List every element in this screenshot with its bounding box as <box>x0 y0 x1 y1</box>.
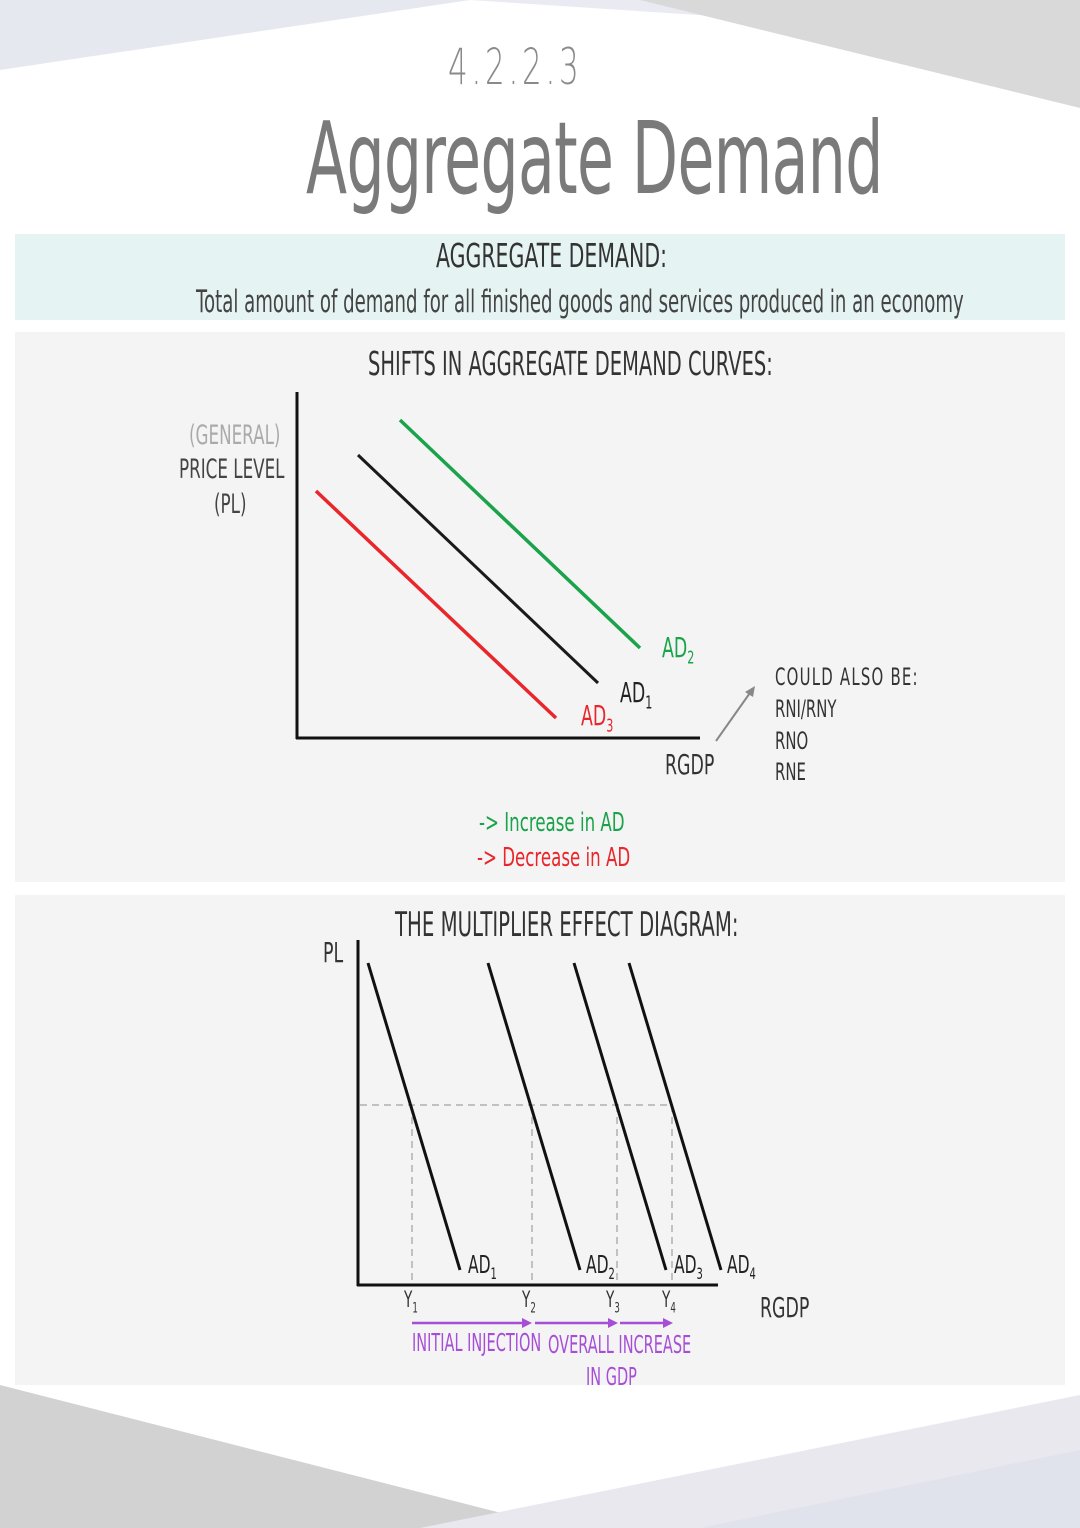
y3-label: Y3 <box>606 1288 620 1317</box>
multiplier-x-axis-label: RGDP <box>760 1291 810 1324</box>
multiplier-ad1-curve <box>366 962 462 1271</box>
multiplier-ad2-label: AD2 <box>586 1250 615 1283</box>
legend-decrease: -> Decrease in AD <box>477 843 631 873</box>
ad1-label: AD1 <box>620 676 653 714</box>
note-heading: COULD ALSO BE: <box>775 663 919 691</box>
page-title: Aggregate Demand <box>306 100 883 217</box>
ad3-label: AD3 <box>581 699 614 737</box>
definition-text: Total amount of demand for all finished … <box>196 284 964 320</box>
multiplier-ad3-curve <box>572 962 668 1271</box>
ad2-label: AD2 <box>662 631 695 669</box>
multiplier-ad3-label: AD3 <box>674 1250 703 1283</box>
multiplier-diagram-title: THE MULTIPLIER EFFECT DIAGRAM: <box>395 905 739 945</box>
overall-increase-arrowhead-2 <box>663 1318 673 1328</box>
section-number: 4.2.2.3 <box>448 38 583 96</box>
y1-label: Y1 <box>404 1288 418 1317</box>
y-axis-label-price-level: PRICE LEVEL <box>179 454 285 485</box>
overall-increase-arrowhead-1 <box>608 1318 618 1328</box>
y-axis-label-general: (GENERAL) <box>189 420 281 451</box>
ad1-curve <box>356 453 600 685</box>
definition-heading: AGGREGATE DEMAND: <box>436 236 667 275</box>
overall-increase-label: OVERALL INCREASE <box>548 1330 692 1359</box>
ad2-curve <box>398 418 642 650</box>
note-arrow <box>715 689 753 742</box>
overall-increase-label-gdp: IN GDP <box>586 1362 637 1391</box>
multiplier-ad4-label: AD4 <box>727 1250 756 1283</box>
shifts-panel <box>15 332 1065 882</box>
note-item-rne: RNE <box>775 758 806 786</box>
multiplier-ad1-label: AD1 <box>468 1250 497 1283</box>
definition-band <box>15 234 1065 320</box>
legend-increase: -> Increase in AD <box>479 808 625 838</box>
initial-injection-label: INITIAL INJECTION <box>412 1328 542 1357</box>
note-item-rno: RNO <box>775 727 809 755</box>
initial-injection-arrowhead <box>522 1318 532 1328</box>
multiplier-y-axis-label: PL <box>323 936 344 969</box>
shifts-diagram-title: SHIFTS IN AGGREGATE DEMAND CURVES: <box>368 344 773 383</box>
shifts-x-axis-label: RGDP <box>665 748 715 781</box>
ad3-curve <box>314 489 558 720</box>
note-item-rni-rny: RNI/RNY <box>775 695 837 723</box>
multiplier-ad4-curve <box>627 962 723 1271</box>
note-arrow-head <box>745 686 755 697</box>
multiplier-ad2-curve <box>486 962 582 1271</box>
y4-label: Y4 <box>662 1288 676 1317</box>
y-axis-label-pl: (PL) <box>214 489 247 520</box>
y2-label: Y2 <box>522 1288 536 1317</box>
